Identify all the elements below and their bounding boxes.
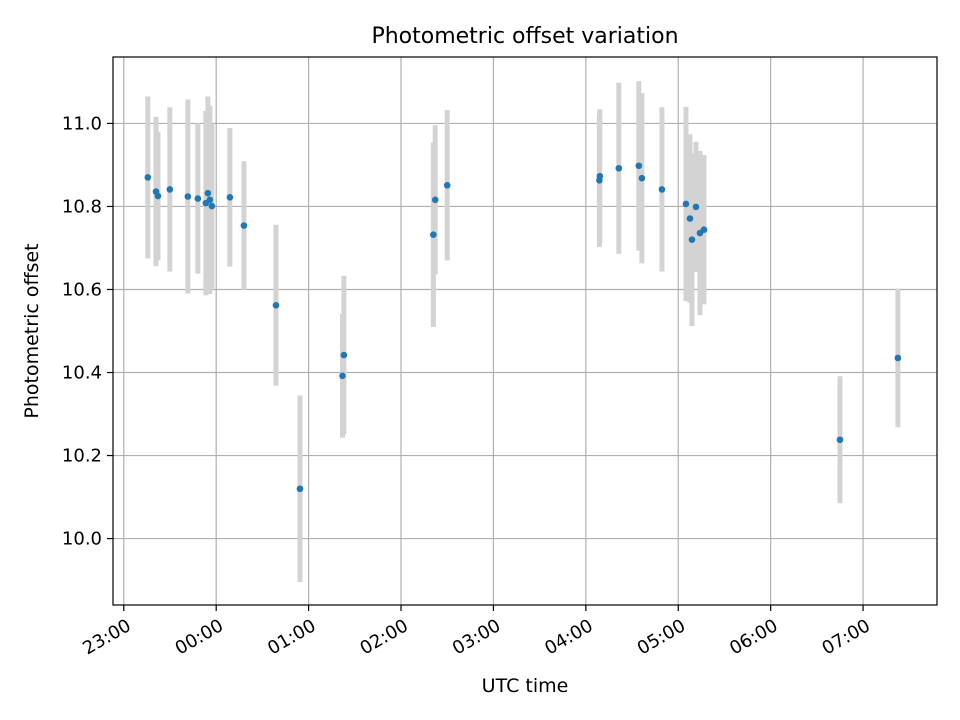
- data-point: [682, 200, 690, 208]
- data-point: [894, 354, 902, 362]
- data-point: [272, 301, 280, 309]
- y-tick-label: 10.4: [62, 363, 102, 384]
- data-point: [836, 436, 844, 444]
- y-tick-label: 10.0: [62, 529, 102, 550]
- data-point: [144, 174, 152, 181]
- y-tick-label: 10.6: [62, 279, 102, 300]
- y-tick-label: 10.2: [62, 446, 102, 467]
- y-tick-label: 10.8: [62, 196, 102, 217]
- data-point: [154, 192, 162, 200]
- data-point: [700, 226, 708, 234]
- data-point: [166, 186, 174, 193]
- data-point: [688, 236, 696, 243]
- chart-title: Photometric offset variation: [371, 24, 678, 49]
- data-point: [430, 231, 437, 238]
- data-point: [339, 372, 346, 380]
- plot-area-frame: [112, 56, 938, 606]
- x-axis-label: UTC time: [482, 675, 569, 697]
- data-point: [692, 203, 700, 211]
- data-point: [194, 195, 202, 202]
- data-point: [658, 186, 666, 193]
- data-point: [596, 172, 604, 180]
- data-point: [208, 202, 216, 210]
- data-point: [635, 162, 643, 170]
- grid-lines: [113, 57, 937, 605]
- data-point: [686, 215, 694, 222]
- y-tick-label: 11.0: [62, 113, 102, 134]
- data-point: [184, 193, 192, 200]
- y-axis-ticks: 10.0 10.2 10.4 10.6 10.8 11.0: [62, 113, 113, 550]
- data-point: [638, 174, 646, 182]
- data-point: [340, 351, 348, 359]
- data-point: [615, 164, 623, 172]
- data-point: [240, 222, 248, 229]
- data-point: [226, 194, 234, 201]
- data-point: [431, 196, 439, 204]
- data-points: [144, 162, 902, 493]
- data-point: [206, 196, 214, 204]
- data-point: [296, 485, 304, 493]
- data-point: [443, 181, 451, 189]
- data-point: [204, 189, 212, 197]
- y-axis-label: Photometric offset: [21, 243, 43, 418]
